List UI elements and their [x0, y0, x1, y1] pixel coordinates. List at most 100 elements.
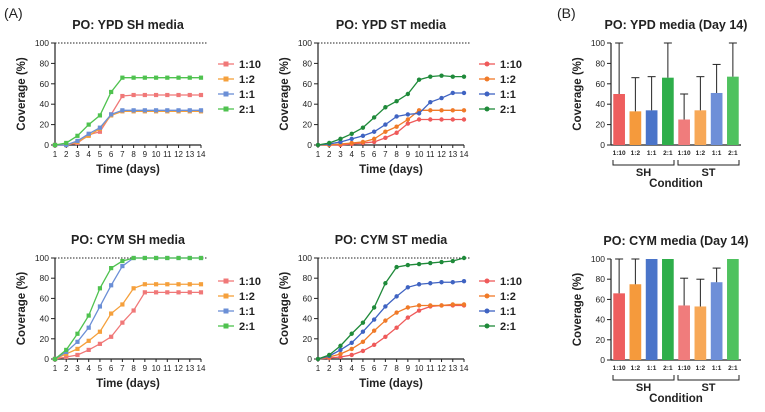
data-point: [360, 329, 366, 334]
x-tick-label: 5: [98, 364, 103, 373]
legend-label: 2:1: [500, 321, 516, 333]
x-tick-label: 13: [185, 364, 194, 373]
x-tick-label: 13: [448, 364, 457, 373]
group-label: ST: [701, 382, 715, 394]
data-point: [461, 255, 467, 261]
legend-label: 1:1: [239, 89, 255, 101]
x-tick-label: 1:1: [712, 150, 722, 157]
bar: [694, 110, 707, 145]
y-axis-label: Coverage (%): [572, 273, 584, 347]
x-tick-label: 2: [64, 364, 69, 373]
data-point: [371, 317, 377, 322]
x-tick-label: 1: [316, 364, 321, 373]
data-point: [416, 111, 422, 116]
legend-label: 1:10: [239, 276, 261, 288]
data-point: [405, 285, 411, 290]
x-tick-label: 1:1: [647, 365, 657, 372]
data-point: [86, 313, 91, 318]
bar: [645, 110, 658, 145]
data-point: [450, 302, 455, 307]
data-point: [64, 140, 69, 146]
x-tick-label: 10: [415, 364, 424, 373]
data-point: [198, 290, 204, 295]
data-point: [338, 347, 343, 353]
data-point: [131, 108, 136, 113]
data-point: [120, 93, 125, 99]
x-tick-label: 6: [109, 150, 114, 159]
chart-5: PO: CYM media (Day 14) 0 20 40 60 80 100 Covera…: [572, 234, 749, 405]
data-point: [109, 334, 114, 339]
x-tick-label: 2:1: [663, 150, 673, 157]
x-axis-label: Condition: [649, 178, 703, 190]
data-point: [461, 279, 467, 284]
data-point: [405, 117, 411, 122]
data-point: [428, 99, 433, 105]
data-point: [187, 290, 192, 295]
data-point: [176, 282, 181, 287]
y-tick-label: 60: [303, 293, 313, 303]
data-point: [109, 283, 114, 288]
legend-marker: [223, 106, 229, 112]
data-point: [165, 282, 170, 287]
data-point: [142, 108, 147, 113]
data-point: [97, 341, 103, 346]
data-point: [416, 117, 422, 122]
data-point: [109, 311, 114, 316]
data-point: [383, 105, 388, 110]
x-tick-label: 10: [152, 150, 161, 159]
legend-label: 1:2: [500, 291, 516, 303]
data-point: [131, 75, 136, 80]
x-tick-label: 8: [394, 150, 399, 159]
data-point: [187, 282, 192, 287]
x-tick-label: 1:1: [647, 150, 657, 157]
x-tick-label: 1:2: [696, 365, 706, 372]
x-tick-label: 14: [197, 364, 206, 373]
data-point: [120, 302, 125, 307]
bar: [727, 76, 739, 145]
data-point: [416, 261, 422, 267]
data-point: [315, 142, 321, 148]
bar: [662, 77, 674, 145]
data-point: [338, 354, 343, 360]
x-tick-label: 9: [406, 150, 411, 159]
x-tick-label: 2: [64, 150, 69, 159]
y-tick-label: 0: [600, 355, 605, 365]
data-point: [75, 352, 80, 358]
y-tick-label: 60: [596, 79, 606, 89]
legend-label: 1:1: [500, 89, 516, 101]
legend-label: 1:10: [239, 59, 261, 71]
legend-marker: [223, 61, 229, 67]
x-tick-label: 1: [53, 150, 58, 159]
bar: [629, 284, 642, 360]
legend-label: 1:1: [239, 306, 255, 318]
y-tick-label: 100: [35, 253, 49, 263]
data-point: [383, 122, 388, 127]
y-tick-label: 60: [596, 294, 606, 304]
x-axis-label: Time (days): [359, 164, 423, 176]
data-point: [75, 346, 80, 351]
data-point: [75, 138, 80, 144]
data-point: [142, 282, 147, 287]
x-tick-label: 4: [86, 364, 91, 373]
legend-label: 2:1: [500, 104, 516, 116]
chart-4: PO: YPD media (Day 14) 0 20 40 60 80 100 Covera…: [572, 18, 747, 190]
data-point: [64, 354, 69, 360]
x-tick-label: 4: [86, 150, 91, 159]
data-point: [349, 340, 354, 346]
data-point: [165, 255, 170, 261]
data-point: [131, 308, 136, 313]
data-point: [176, 255, 181, 261]
y-axis-label: Coverage (%): [16, 272, 28, 346]
x-tick-label: 1: [316, 150, 321, 159]
data-point: [153, 282, 159, 287]
x-tick-label: 12: [174, 150, 183, 159]
chart-title: PO: YPD media (Day 14): [605, 18, 748, 32]
y-axis-label: Coverage (%): [572, 57, 584, 131]
x-tick-label: 3: [338, 150, 343, 159]
legend-label: 1:1: [500, 306, 516, 318]
data-point: [450, 90, 455, 96]
x-tick-label: 6: [372, 364, 377, 373]
data-point: [165, 92, 170, 98]
data-point: [97, 129, 103, 134]
